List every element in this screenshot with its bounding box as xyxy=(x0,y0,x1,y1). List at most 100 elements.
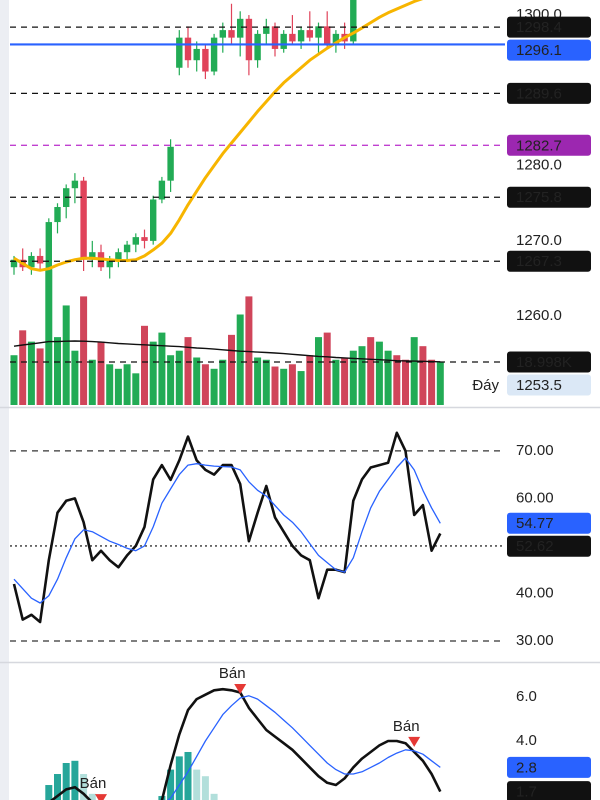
volume-bar xyxy=(254,357,262,405)
y-tick-label: 1270.0 xyxy=(516,232,562,249)
volume-bar xyxy=(323,332,331,405)
histogram-bar xyxy=(184,751,192,800)
candle-body xyxy=(36,255,44,264)
value-box xyxy=(507,82,591,104)
candle-body xyxy=(289,33,296,42)
volume-bar xyxy=(271,366,279,405)
candle-body xyxy=(115,252,122,260)
value-box-label: 1289.6 xyxy=(516,85,562,102)
y-tick-label: 60.00 xyxy=(516,489,554,506)
candle-body xyxy=(350,0,357,42)
histogram-bar xyxy=(80,774,88,800)
histogram-bar xyxy=(71,760,79,800)
candle-body xyxy=(263,26,270,34)
volume-bar xyxy=(27,341,35,405)
value-box-label: 1275.8 xyxy=(516,189,562,206)
candle-body xyxy=(315,26,322,38)
volume-bar xyxy=(36,348,44,405)
indicator-line xyxy=(50,687,442,800)
candle-body xyxy=(158,180,166,200)
y-tick-label: 6.0 xyxy=(516,688,537,705)
volume-bar xyxy=(332,359,340,405)
histogram-bar xyxy=(201,776,209,800)
signal-marker xyxy=(408,736,421,747)
volume-bar xyxy=(219,359,227,405)
y-tick-label: 70.00 xyxy=(516,442,554,459)
volume-bar xyxy=(419,346,427,405)
value-box xyxy=(507,186,591,208)
volume-bar xyxy=(306,355,314,405)
value-box xyxy=(507,250,591,272)
candle-body xyxy=(245,18,253,61)
signal-marker xyxy=(234,684,247,695)
candle-body xyxy=(150,199,157,241)
volume-bar xyxy=(106,364,114,405)
candle-body xyxy=(80,180,87,260)
histogram-bar xyxy=(167,769,175,800)
value-box-label: 1253.5 xyxy=(516,377,562,394)
volume-bar xyxy=(132,373,140,405)
candle-body xyxy=(237,18,244,38)
volume-ma-line xyxy=(13,340,441,363)
candle-body xyxy=(132,237,139,245)
candle-body xyxy=(271,26,279,49)
signal-marker xyxy=(95,794,107,800)
candle-body xyxy=(89,252,96,260)
histogram-bar xyxy=(88,793,96,800)
value-box-label: 1298.4 xyxy=(516,19,562,36)
candle-body xyxy=(193,48,200,61)
candle-body xyxy=(210,37,218,72)
volume-bar xyxy=(54,337,61,405)
volume-bar xyxy=(149,341,157,405)
value-box xyxy=(507,756,591,778)
volume-bar xyxy=(315,337,322,405)
candle-body xyxy=(167,146,174,181)
volume-bar xyxy=(123,364,131,405)
candle-body xyxy=(306,30,313,38)
candle-body xyxy=(280,33,287,49)
y-tick-label: 40.00 xyxy=(516,584,554,601)
value-box-label: 54.77 xyxy=(516,515,554,532)
candle-body xyxy=(54,207,61,223)
volume-bar xyxy=(175,350,183,405)
volume-bar xyxy=(280,368,288,405)
volume-bar xyxy=(193,357,201,405)
value-box xyxy=(507,535,591,557)
value-box-label: 18.998K xyxy=(516,354,572,371)
volume-bar xyxy=(410,337,418,405)
y-tick-label: 1280.0 xyxy=(516,157,562,174)
volume-bar xyxy=(19,330,27,405)
volume-bar xyxy=(167,355,175,405)
candle-body xyxy=(141,237,148,241)
histogram-bar xyxy=(54,774,61,800)
candle-body xyxy=(184,37,192,61)
candle-body xyxy=(28,255,35,268)
moving-average-line xyxy=(13,0,424,272)
volume-bar xyxy=(88,359,96,405)
signal-label: Bán xyxy=(219,665,246,682)
indicator-panel xyxy=(12,431,442,624)
candle-body xyxy=(45,222,52,287)
volume-bar xyxy=(245,296,253,405)
volume-bar xyxy=(349,350,357,405)
indicator-line xyxy=(167,695,441,800)
value-box xyxy=(507,374,591,396)
volume-bar xyxy=(184,337,192,405)
volume-bar xyxy=(201,364,209,405)
volume-bar xyxy=(393,355,401,405)
candle-body xyxy=(202,48,209,72)
value-box xyxy=(507,351,591,373)
indicator-panel: Bán Bán Bán xyxy=(45,665,442,800)
candle-body xyxy=(106,259,113,268)
volume-bar xyxy=(141,325,148,405)
value-box-label: 1282.7 xyxy=(516,137,562,154)
annotation-label: Đáy xyxy=(472,377,499,394)
candle-body xyxy=(228,30,235,38)
volume-bar xyxy=(71,350,79,405)
volume-bar xyxy=(297,371,305,405)
value-box xyxy=(507,39,591,61)
y-tick-label: 30.00 xyxy=(516,632,554,649)
histogram-bar xyxy=(62,763,70,800)
